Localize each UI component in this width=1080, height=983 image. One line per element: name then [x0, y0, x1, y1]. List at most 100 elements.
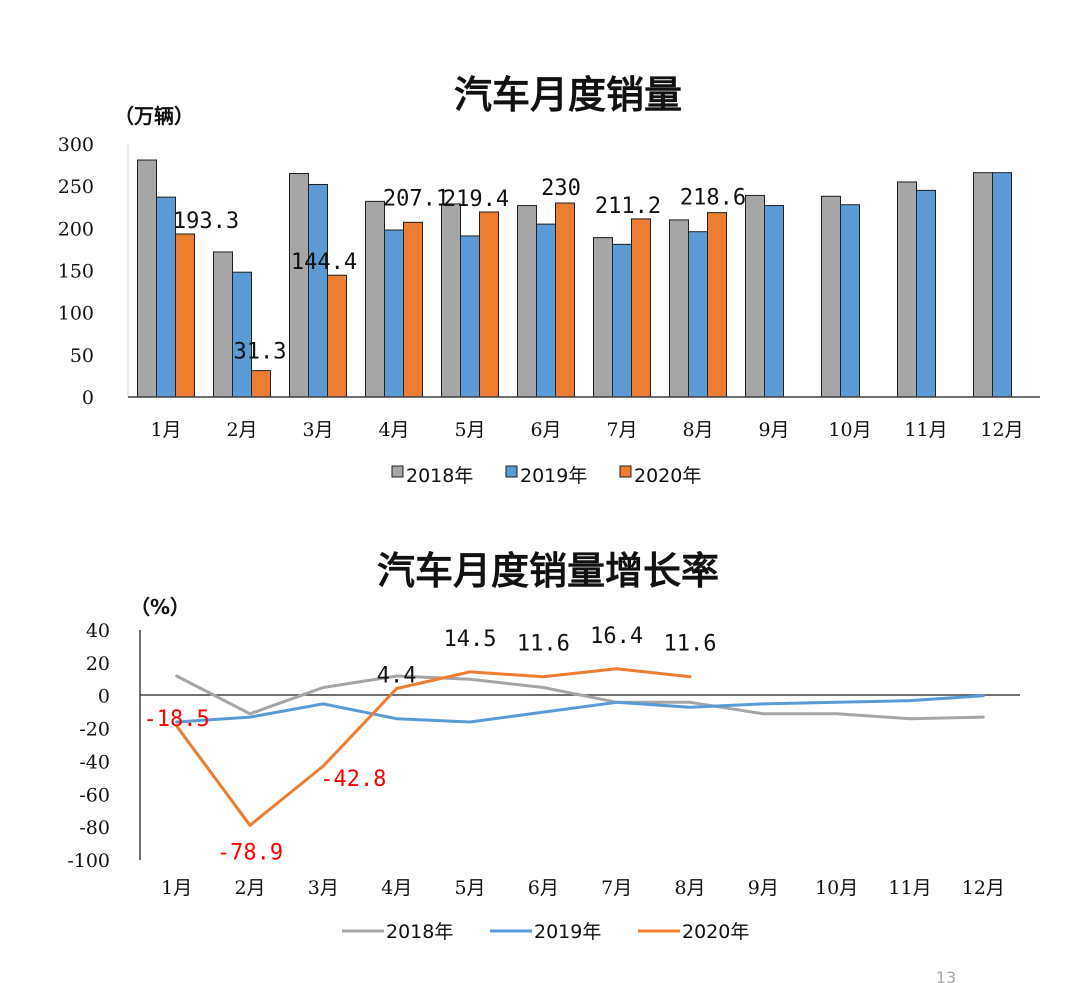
line-x-tick-label: 5月: [454, 877, 485, 899]
bar-x-tick-label: 1月: [150, 419, 181, 441]
line-data-label: 14.5: [444, 627, 497, 652]
line-y-tick-label: 40: [86, 620, 110, 642]
line-x-tick-label: 4月: [381, 877, 412, 899]
bar-2019年-11月: [916, 189, 936, 398]
bar-x-tick-label: 4月: [378, 419, 409, 441]
bar-data-label: 207.1: [383, 186, 449, 211]
bar-2019年-9月: [764, 205, 784, 398]
bar-2019年-5月: [460, 235, 480, 398]
line-chart-x-ticks: 1月 2月 3月 4月 5月 6月 7月 8月 9月 10月 11月 12月: [161, 877, 1005, 899]
bar-2020年-1月: [175, 233, 195, 398]
bar-data-label: 211.2: [595, 194, 661, 219]
line-y-tick-label: -100: [67, 850, 110, 872]
bar-2018年-11月: [897, 181, 917, 398]
bar-2020年-2月: [251, 370, 271, 398]
line-y-tick-label: -80: [79, 817, 110, 839]
bar-data-label: 193.3: [173, 209, 239, 234]
bar-2020年-5月: [479, 211, 499, 398]
bar-chart-y-ticks: 0 50 100 150 200 250 300: [58, 134, 94, 409]
bar-x-tick-label: 6月: [530, 419, 561, 441]
line-series-2018年: [175, 674, 985, 721]
bar-data-label: 144.4: [291, 250, 357, 275]
bar-2019年-12月: [992, 172, 1012, 398]
bar-y-tick-label: 100: [58, 303, 94, 325]
line-x-tick-label: 8月: [674, 877, 705, 899]
bar-y-tick-label: 50: [70, 345, 94, 367]
bar-2018年-2月: [213, 251, 233, 398]
line-x-tick-label: 1月: [161, 877, 192, 899]
bar-2019年-2月: [232, 271, 252, 398]
bar-chart-legend: 2018年 2019年 2020年: [391, 465, 701, 487]
bar-y-tick-label: 300: [58, 134, 94, 156]
line-x-tick-label: 6月: [528, 877, 559, 899]
bar-2019年-3月: [308, 183, 328, 398]
bar-chart-bars: [137, 159, 1012, 398]
line-x-tick-label: 9月: [748, 877, 779, 899]
bar-2018年-3月: [289, 173, 309, 398]
line-y-tick-label: -40: [79, 751, 110, 773]
line-chart-y-unit: （%）: [130, 595, 190, 619]
line-x-tick-label: 11月: [888, 877, 931, 899]
bar-chart-title: 汽车月度销量: [454, 73, 682, 117]
line-x-tick-label: 2月: [234, 877, 265, 899]
line-data-label: 11.6: [664, 632, 717, 657]
bar-chart-x-ticks: 1月 2月 3月 4月 5月 6月 7月 8月 9月 10月 11月 12月: [150, 419, 1023, 441]
line-data-label: 11.6: [517, 632, 570, 657]
line-y-tick-label: -60: [79, 784, 110, 806]
bar-data-label: 31.3: [234, 340, 287, 365]
bar-legend-label: 2018年: [406, 465, 473, 487]
bar-x-tick-label: 3月: [302, 419, 333, 441]
line-data-label: -42.8: [320, 767, 386, 792]
bar-x-tick-label: 12月: [980, 419, 1023, 441]
bar-2019年-10月: [840, 204, 860, 398]
bar-data-label: 218.6: [680, 186, 746, 211]
line-legend-label: 2018年: [386, 921, 453, 943]
bar-2019年-6月: [536, 223, 556, 398]
line-x-tick-label: 12月: [962, 877, 1005, 899]
line-chart-series: [175, 667, 985, 827]
bar-chart: 汽车月度销量 （万辆） 0 50 100 150 200 250 300 193.3 31.3…: [58, 73, 1040, 487]
bar-2018年-5月: [441, 203, 461, 398]
bar-y-tick-label: 200: [58, 218, 94, 240]
bar-2020年-7月: [631, 218, 651, 398]
line-x-tick-label: 7月: [601, 877, 632, 899]
line-x-tick-label: 10月: [815, 877, 858, 899]
bar-x-tick-label: 9月: [758, 419, 789, 441]
bar-x-tick-label: 10月: [828, 419, 871, 441]
bar-legend-label: 2019年: [520, 465, 587, 487]
bar-x-tick-label: 5月: [454, 419, 485, 441]
line-legend-label: 2019年: [534, 921, 601, 943]
bar-2018年-6月: [517, 205, 537, 398]
line-y-tick-label: 20: [86, 653, 110, 675]
line-data-label: -18.5: [144, 707, 210, 732]
line-data-label: 16.4: [590, 624, 643, 649]
bar-2019年-7月: [612, 243, 632, 398]
line-chart: 汽车月度销量增长率 （%） 40 20 0 -20 -40 -60 -80 -100 -18.…: [67, 549, 1020, 943]
line-chart-title: 汽车月度销量增长率: [377, 549, 719, 593]
bar-x-tick-label: 11月: [904, 419, 947, 441]
bar-x-tick-label: 2月: [226, 419, 257, 441]
bar-2020年-6月: [555, 202, 575, 398]
bar-2018年-9月: [745, 194, 765, 398]
bar-2018年-4月: [365, 200, 385, 398]
bar-legend-swatch: [391, 465, 404, 478]
bar-2018年-12月: [973, 172, 993, 398]
bar-2018年-10月: [821, 195, 841, 398]
bar-y-tick-label: 0: [82, 387, 94, 409]
bar-2020年-3月: [327, 274, 347, 398]
bar-2019年-4月: [384, 229, 404, 398]
line-data-label: -78.9: [217, 840, 283, 865]
line-series-2020年: [175, 667, 692, 827]
line-y-tick-label: -20: [79, 719, 110, 741]
bar-data-label: 230: [541, 176, 581, 201]
line-chart-legend: 2018年 2019年 2020年: [342, 921, 749, 943]
bar-legend-swatch: [619, 465, 632, 478]
bar-legend-label: 2020年: [634, 465, 701, 487]
line-legend-label: 2020年: [682, 921, 749, 943]
line-data-label: 4.4: [377, 663, 417, 688]
bar-y-tick-label: 250: [58, 176, 94, 198]
bar-legend-swatch: [505, 465, 518, 478]
bar-x-tick-label: 8月: [682, 419, 713, 441]
bar-2019年-8月: [688, 231, 708, 398]
